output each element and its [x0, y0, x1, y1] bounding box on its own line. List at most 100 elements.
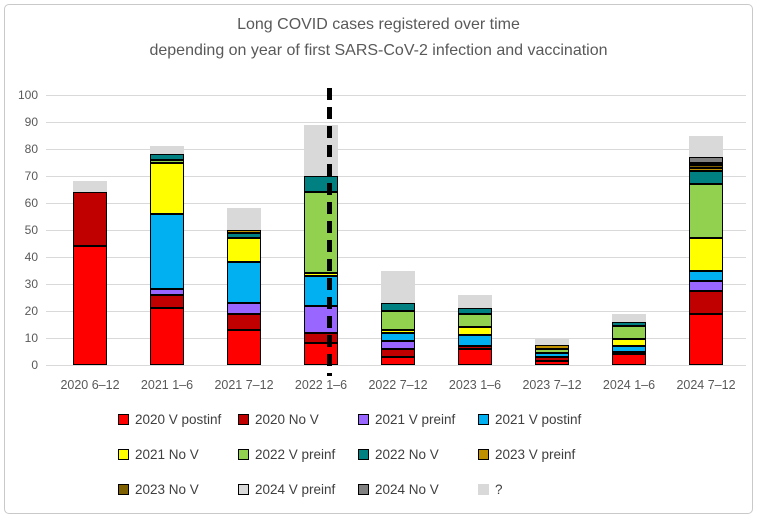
legend-item: 2023 V preinf [478, 447, 598, 462]
bar-segment-2022 No V [689, 170, 723, 185]
bar-2022 7–12 [381, 270, 415, 365]
bar-segment-? [612, 313, 646, 322]
bar-segment-2020 V postinf [689, 313, 723, 365]
bar-segment-2021 V postinf [381, 332, 415, 341]
x-axis-tick-label: 2020 6–12 [60, 378, 120, 392]
bar-segment-? [150, 146, 184, 155]
y-axis-tick-label: 100 [17, 88, 38, 102]
bar-segment-? [304, 124, 338, 177]
legend-item: 2023 No V [118, 482, 238, 497]
bar-segment-2021 No V [304, 273, 338, 276]
gridline [46, 148, 746, 150]
bar-segment-2020 V postinf [150, 308, 184, 365]
legend-label: 2021 V preinf [375, 412, 456, 427]
bar-segment-? [227, 208, 261, 231]
bar-2024 1–6 [612, 313, 646, 365]
gridline [46, 202, 746, 204]
bar-segment-2022 V preinf [689, 184, 723, 239]
bar-segment-2021 V preinf [150, 289, 184, 295]
bar-2021 7–12 [227, 208, 261, 365]
y-axis-tick-label: 10 [24, 331, 38, 345]
legend-label: 2021 No V [135, 447, 199, 462]
bar-segment-2020 V postinf [381, 356, 415, 365]
legend-label: 2023 No V [135, 482, 199, 497]
y-axis-tick-label: 0 [31, 358, 38, 372]
legend-item: 2022 V preinf [238, 447, 358, 462]
bar-segment-2021 No V [381, 329, 415, 333]
legend-label: 2020 No V [255, 412, 319, 427]
legend-label: 2022 V preinf [255, 447, 336, 462]
legend-swatch-icon [118, 414, 129, 425]
bar-2023 7–12 [535, 339, 569, 365]
bar-2020 6–12 [73, 181, 107, 365]
y-axis-tick-label: 60 [24, 196, 38, 210]
x-axis-tick-label: 2022 1–6 [294, 378, 348, 392]
bar-segment-2020 No V [612, 351, 646, 355]
bar-segment-2021 V postinf [304, 275, 338, 306]
bar-segment-2020 V postinf [458, 348, 492, 365]
x-axis-tick-label: 2024 7–12 [676, 378, 736, 392]
bar-segment-2023 V preinf [535, 344, 569, 349]
bar-segment-2022 V preinf [381, 311, 415, 330]
bar-segment-2021 V preinf [689, 281, 723, 291]
legend-swatch-icon [478, 484, 489, 495]
bar-segment-2021 No V [150, 162, 184, 214]
bar-segment-2022 No V [304, 176, 338, 193]
bar-segment-2020 V postinf [535, 360, 569, 365]
legend-label: ? [495, 482, 503, 497]
bar-segment-2024 No V [689, 157, 723, 163]
gridline [46, 121, 746, 123]
legend-swatch-icon [358, 449, 369, 460]
bar-segment-2020 No V [458, 346, 492, 349]
bar-segment-2023 V preinf [227, 230, 261, 233]
bar-segment-2020 No V [535, 356, 569, 361]
legend-item: 2024 No V [358, 482, 478, 497]
bar-segment-2021 No V [612, 339, 646, 347]
gridline [46, 229, 746, 231]
x-axis-tick-label: 2023 7–12 [522, 378, 582, 392]
x-axis-tick-label: 2024 1–6 [602, 378, 656, 392]
legend-item: 2021 V preinf [358, 412, 478, 427]
y-axis-tick-label: 50 [24, 223, 38, 237]
bar-segment-2020 No V [689, 290, 723, 314]
bar-segment-2022 No V [150, 154, 184, 160]
bar-segment-2020 No V [150, 294, 184, 309]
y-axis-tick-label: 30 [24, 277, 38, 291]
bar-segment-2022 V preinf [458, 313, 492, 328]
bar-segment-2023 No V [689, 165, 723, 168]
chart-title: Long COVID cases registered over time de… [0, 12, 757, 64]
bar-segment-2020 V postinf [612, 354, 646, 365]
legend-label: 2023 V preinf [495, 447, 576, 462]
legend-swatch-icon [238, 414, 249, 425]
bar-segment-2020 No V [73, 192, 107, 247]
legend-label: 2024 No V [375, 482, 439, 497]
x-axis-tick-label: 2023 1–6 [448, 378, 502, 392]
bar-segment-2020 No V [227, 313, 261, 330]
bar-segment-2021 V postinf [689, 270, 723, 282]
legend: 2020 V postinf 2020 No V 2021 V preinf 2021… [118, 412, 598, 497]
bar-2022 1–6 [304, 124, 338, 365]
chart-title-line2: depending on year of first SARS-CoV-2 in… [149, 42, 608, 59]
legend-swatch-icon [478, 449, 489, 460]
bar-segment-2021 V postinf [227, 262, 261, 303]
plot-area: 0 10 20 30 40 50 60 70 80 90 100 [18, 88, 746, 372]
bar-segment-2021 V preinf [381, 340, 415, 349]
bar-segment-? [535, 339, 569, 345]
bar-segment-? [689, 135, 723, 158]
bar-segment-2022 V preinf [612, 325, 646, 340]
bar-2023 1–6 [458, 294, 492, 365]
bar-segment-2022 No V [227, 232, 261, 239]
legend-label: 2022 No V [375, 447, 439, 462]
bar-segment-? [381, 270, 415, 303]
figure-frame [4, 4, 753, 514]
bar-segment-2022 No V [612, 321, 646, 326]
period-separator-line [326, 88, 332, 376]
bar-segment-2022 V preinf [535, 348, 569, 353]
legend-item: 2024 V preinf [238, 482, 358, 497]
bar-segment-2021 V preinf [227, 302, 261, 314]
bar-segment-2021 No V [227, 238, 261, 263]
legend-swatch-icon [238, 484, 249, 495]
bar-segment-2022 No V [381, 302, 415, 312]
bar-segment-? [73, 181, 107, 193]
legend-swatch-icon [118, 484, 129, 495]
